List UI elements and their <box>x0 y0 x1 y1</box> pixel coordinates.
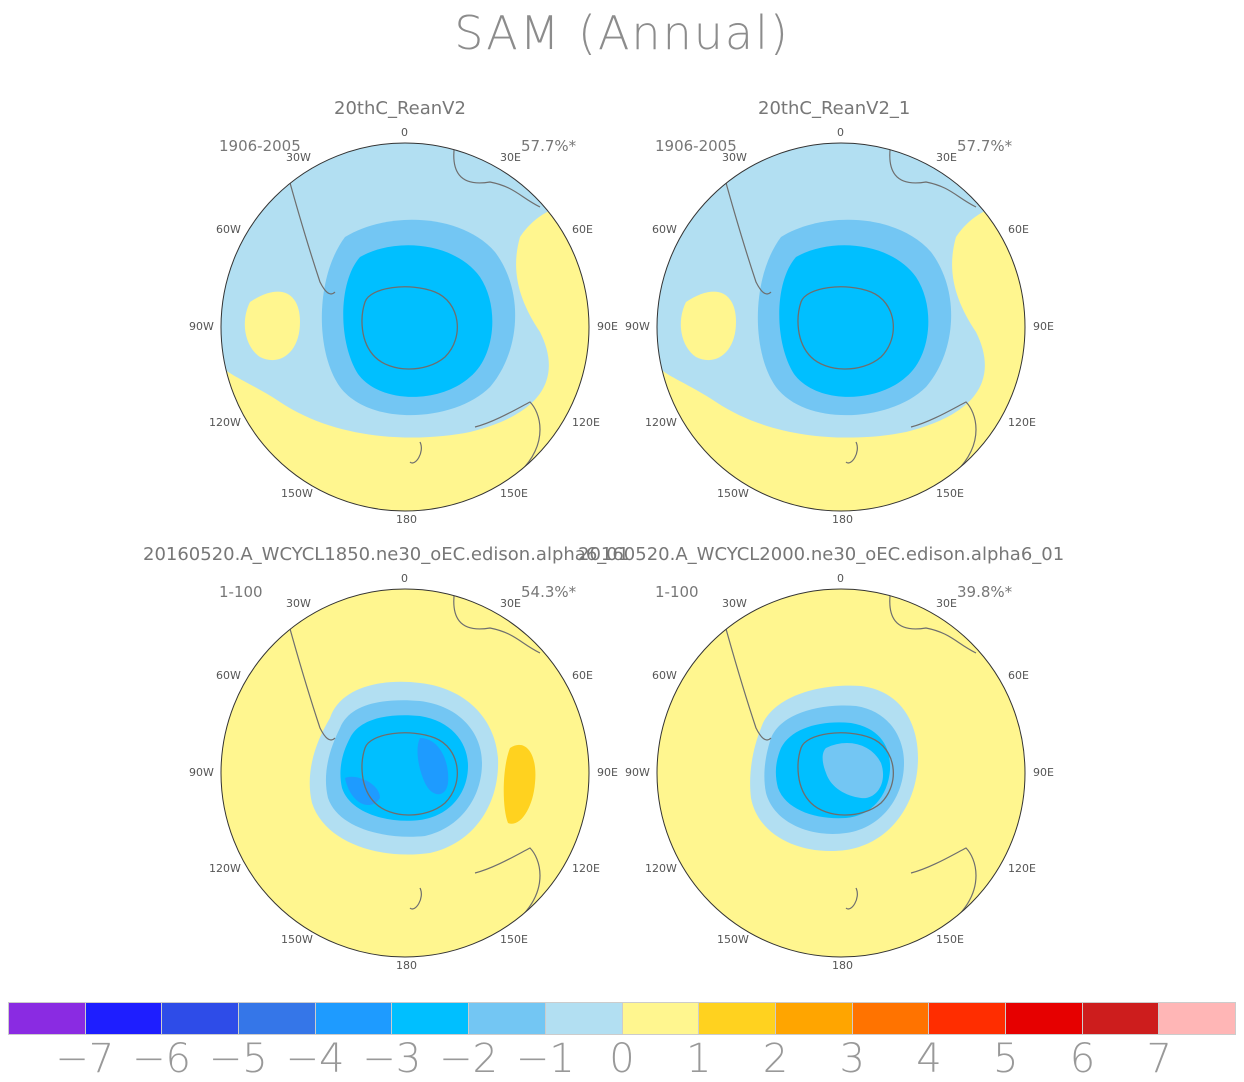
colorbar-box-8 <box>622 1003 700 1034</box>
polar-map-2 <box>656 142 1026 512</box>
polar-map-1 <box>220 142 590 512</box>
colorbar-label: −1 <box>515 1036 575 1082</box>
lon-label-90w: 90W <box>189 320 214 333</box>
panel-variance-1: 57.7%* <box>521 137 577 155</box>
lon-label-90e: 90E <box>597 320 618 333</box>
figure-title: SAM (Annual) <box>454 6 790 60</box>
lon-label-90e: 90E <box>597 766 618 779</box>
lon-label-90e: 90E <box>1033 320 1054 333</box>
colorbar-box-7 <box>545 1003 623 1034</box>
lon-label-30e: 30E <box>936 597 957 610</box>
colorbar-label: −2 <box>439 1036 498 1082</box>
panel-variance-3: 54.3%* <box>521 583 577 601</box>
lon-label-180: 180 <box>396 959 417 972</box>
lon-label-180: 180 <box>396 513 417 526</box>
panel-variance-4: 39.8%* <box>957 583 1013 601</box>
lon-label-120w: 120W <box>209 416 241 429</box>
lon-label-180: 180 <box>832 959 853 972</box>
lon-label-90e: 90E <box>1033 766 1054 779</box>
lon-label-150e: 150E <box>936 487 964 500</box>
lon-label-0: 0 <box>837 126 844 139</box>
lon-label-60e: 60E <box>572 669 593 682</box>
colorbar-label: 4 <box>916 1036 942 1082</box>
colorbar-box-9 <box>699 1003 776 1034</box>
colorbar-label: 6 <box>1069 1036 1096 1082</box>
lon-label-120e: 120E <box>572 416 600 429</box>
polar-map-3 <box>220 588 590 958</box>
colorbar-label: 3 <box>839 1036 865 1082</box>
colorbar-label: −4 <box>285 1036 345 1082</box>
lon-label-120w: 120W <box>645 416 677 429</box>
lon-label-60e: 60E <box>572 223 593 236</box>
lon-label-30w: 30W <box>722 597 747 610</box>
panel-period-2: 1906-2005 <box>655 137 737 155</box>
panel-period-3: 1-100 <box>219 583 263 601</box>
lon-label-60e: 60E <box>1008 669 1029 682</box>
lon-label-150e: 150E <box>500 933 528 946</box>
panel-title-1: 20thC_ReanV2 <box>334 98 466 119</box>
lon-label-0: 0 <box>401 572 408 585</box>
lon-label-150w: 150W <box>281 487 313 500</box>
lon-label-150w: 150W <box>717 487 749 500</box>
lon-label-150w: 150W <box>281 933 313 946</box>
colorbar-box-13 <box>1005 1003 1083 1034</box>
panel-period-4: 1-100 <box>655 583 699 601</box>
colorbar-box-1 <box>85 1003 163 1034</box>
lon-label-120w: 120W <box>645 862 677 875</box>
colorbar <box>8 1002 1236 1035</box>
lon-label-120e: 120E <box>1008 862 1036 875</box>
lon-label-60e: 60E <box>1008 223 1029 236</box>
colorbar-label: 0 <box>609 1036 635 1082</box>
colorbar-box-14 <box>1082 1003 1160 1034</box>
lon-label-0: 0 <box>837 572 844 585</box>
colorbar-label: −6 <box>132 1036 191 1082</box>
colorbar-label: 7 <box>1146 1036 1172 1082</box>
lon-label-120e: 120E <box>1008 416 1036 429</box>
colorbar-box-11 <box>852 1003 930 1034</box>
colorbar-label: −3 <box>362 1036 422 1082</box>
colorbar-box-2 <box>162 1003 240 1034</box>
lon-label-150w: 150W <box>717 933 749 946</box>
lon-label-60w: 60W <box>216 223 241 236</box>
colorbar-label: 1 <box>686 1036 712 1082</box>
panel-variance-2: 57.7%* <box>957 137 1013 155</box>
colorbar-box-6 <box>469 1003 546 1034</box>
colorbar-box-0 <box>9 1003 86 1034</box>
lon-label-30e: 30E <box>500 597 521 610</box>
lon-label-30e: 30E <box>500 151 521 164</box>
colorbar-box-5 <box>392 1003 470 1034</box>
colorbar-box-3 <box>239 1003 316 1034</box>
panel-title-4: 20160520.A_WCYCL2000.ne30_oEC.edison.alp… <box>578 544 1065 565</box>
panel-title-2: 20thC_ReanV2_1 <box>758 98 911 119</box>
lon-label-150e: 150E <box>500 487 528 500</box>
lon-label-30w: 30W <box>286 151 311 164</box>
lon-label-30w: 30W <box>286 597 311 610</box>
lon-label-120e: 120E <box>572 862 600 875</box>
lon-label-0: 0 <box>401 126 408 139</box>
lon-label-90w: 90W <box>189 766 214 779</box>
lon-label-180: 180 <box>832 513 853 526</box>
colorbar-box-4 <box>315 1003 393 1034</box>
lon-label-60w: 60W <box>652 669 677 682</box>
colorbar-label: −5 <box>208 1036 268 1082</box>
lon-label-150e: 150E <box>936 933 964 946</box>
lon-label-60w: 60W <box>216 669 241 682</box>
colorbar-label: 2 <box>762 1036 789 1082</box>
lon-label-60w: 60W <box>652 223 677 236</box>
colorbar-box-12 <box>929 1003 1006 1034</box>
colorbar-box-15 <box>1159 1003 1235 1034</box>
panel-title-3: 20160520.A_WCYCL1850.ne30_oEC.edison.alp… <box>143 544 630 565</box>
colorbar-label: −7 <box>55 1036 115 1082</box>
lon-label-30w: 30W <box>722 151 747 164</box>
colorbar-box-10 <box>775 1003 853 1034</box>
colorbar-label: 5 <box>993 1036 1019 1082</box>
lon-label-90w: 90W <box>625 766 650 779</box>
lon-label-90w: 90W <box>625 320 650 333</box>
polar-map-4 <box>656 588 1026 958</box>
lon-label-30e: 30E <box>936 151 957 164</box>
lon-label-120w: 120W <box>209 862 241 875</box>
panel-period-1: 1906-2005 <box>219 137 301 155</box>
